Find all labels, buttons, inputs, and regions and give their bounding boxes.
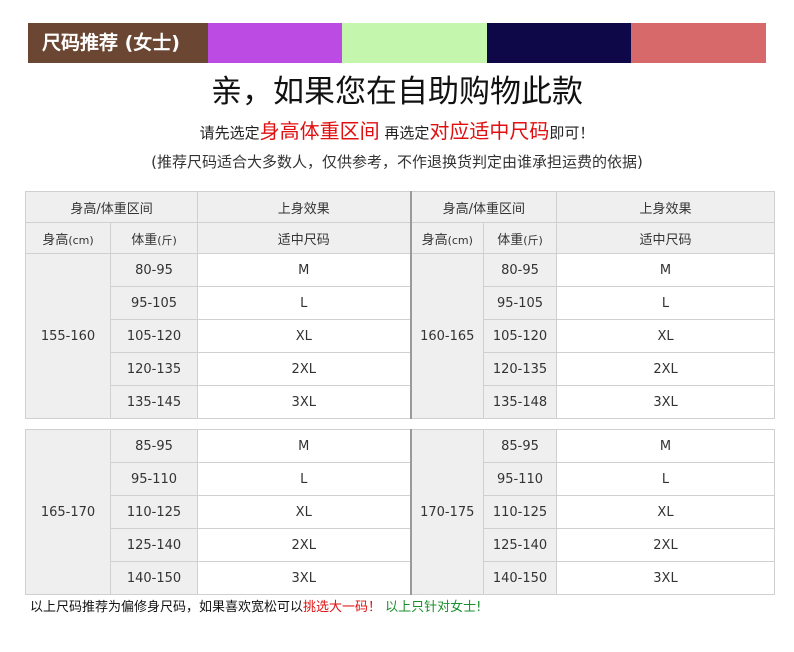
weight-cell: 105-120: [483, 319, 558, 353]
weight-cell: 125-140: [483, 528, 557, 562]
height-header: 身高(cm): [25, 222, 111, 254]
range-header: 身高/体重区间: [409, 191, 558, 223]
color-swatch-purple: [208, 23, 342, 63]
size-cell: 3XL: [556, 385, 776, 419]
height-label: 身高: [42, 232, 69, 248]
size-cell: M: [556, 429, 775, 463]
size-banner: 尺码推荐 (女士): [28, 23, 766, 63]
weight-cell: 120-135: [483, 352, 558, 386]
size-cell: L: [197, 462, 411, 496]
weight-cell: 110-125: [110, 495, 198, 529]
size-cell: 2XL: [197, 528, 411, 562]
weight-cell: 80-95: [109, 253, 199, 287]
weight-cell: 85-95: [483, 429, 557, 463]
size-cell: XL: [197, 319, 412, 353]
effect-header: 上身效果: [197, 191, 412, 223]
weight-label: 体重: [497, 232, 524, 248]
color-swatch-red: [631, 23, 766, 63]
size-cell: L: [556, 286, 776, 320]
weight-cell: 85-95: [110, 429, 198, 463]
instruction-part-1: 请先选定: [199, 124, 260, 142]
weight-cell: 140-150: [110, 561, 198, 595]
instruction-highlight-2: 对应适中尺码: [429, 119, 550, 143]
weight-cell: 80-95: [483, 253, 558, 287]
size-cell: 2XL: [556, 528, 775, 562]
weight-header: 体重(斤): [109, 222, 199, 254]
height-label: 身高: [421, 232, 448, 248]
height-range-cell: 155-160: [25, 253, 111, 419]
size-cell: 2XL: [556, 352, 776, 386]
size-cell: L: [197, 286, 412, 320]
size-cell: M: [556, 253, 776, 287]
table-row: 165-170 85-95 M 170-175 85-95 M: [25, 429, 775, 595]
weight-cell: 95-110: [110, 462, 198, 496]
table-row: 105-120 XL 105-120 XL: [26, 319, 776, 353]
size-cell: XL: [197, 495, 411, 529]
table-row: 120-135 2XL 120-135 2XL: [26, 352, 776, 386]
height-unit: (cm): [68, 233, 94, 247]
size-table-2: 165-170 85-95 M 170-175 85-95 M 95-110 L…: [25, 429, 775, 595]
weight-cell: 95-105: [483, 286, 558, 320]
size-cell: L: [556, 462, 775, 496]
height-header: 身高(cm): [409, 222, 485, 254]
instruction-line: 请先选定身高体重区间 再选定对应适中尺码即可！: [0, 116, 794, 148]
weight-cell: 140-150: [483, 561, 557, 595]
instruction-part-2: 再选定: [379, 124, 430, 142]
height-range-cell: 165-170: [25, 429, 111, 595]
table-row: 155-160 80-95 M 160-165 80-95 M: [25, 253, 776, 419]
range-header: 身高/体重区间: [24, 191, 199, 223]
footer-text: 以上尺码推荐为偏修身尺码，如果喜欢宽松可以: [30, 600, 304, 615]
height-range-cell: 170-175: [409, 429, 484, 595]
size-cell: M: [197, 253, 412, 287]
footer-green-text: 以上只针对女士!: [381, 600, 482, 615]
weight-cell: 125-140: [110, 528, 198, 562]
weight-cell: 135-148: [483, 385, 558, 419]
size-table-1: 身高/体重区间 上身效果 身高/体重区间 上身效果 身高(cm) 体重(斤) 适…: [24, 191, 776, 419]
weight-cell: 135-145: [109, 385, 199, 419]
footer-red-text: 挑选大一码！: [303, 600, 382, 615]
banner-title: 尺码推荐 (女士): [28, 23, 228, 63]
height-range-cell: 160-165: [409, 253, 485, 419]
size-cell: XL: [556, 319, 776, 353]
fit-header: 适中尺码: [556, 222, 776, 254]
disclaimer-note: (推荐尺码适合大多数人，仅供参考，不作退换货判定由谁承担运费的依据): [151, 153, 643, 171]
size-cell: 3XL: [556, 561, 775, 595]
weight-unit: (斤): [157, 233, 177, 247]
table-row: 125-140 2XL 125-140 2XL: [26, 528, 775, 562]
page-headline: 亲，如果您在自助购物此款: [211, 74, 583, 110]
weight-cell: 95-110: [483, 462, 557, 496]
weight-label: 体重: [131, 232, 158, 248]
size-cell: XL: [556, 495, 775, 529]
size-cell: 3XL: [197, 385, 412, 419]
weight-unit: (斤): [523, 233, 543, 247]
weight-header: 体重(斤): [483, 222, 558, 254]
weight-cell: 120-135: [109, 352, 199, 386]
weight-cell: 105-120: [109, 319, 199, 353]
instruction-highlight-1: 身高体重区间: [259, 119, 380, 143]
height-unit: (cm): [447, 233, 473, 247]
weight-cell: 95-105: [109, 286, 199, 320]
effect-header: 上身效果: [556, 191, 776, 223]
table-row: 95-110 L 95-110 L: [26, 462, 775, 496]
table-row: 140-150 3XL 140-150 3XL: [26, 561, 775, 595]
table-row: 110-125 XL 110-125 XL: [26, 495, 775, 529]
fit-header: 适中尺码: [197, 222, 412, 254]
size-cell: 3XL: [197, 561, 411, 595]
instruction-part-3: 即可！: [549, 124, 595, 142]
table-row: 135-145 3XL 135-148 3XL: [26, 385, 776, 419]
size-cell: M: [197, 429, 411, 463]
size-cell: 2XL: [197, 352, 412, 386]
color-swatch-navy: [487, 23, 631, 63]
footer-note: 以上尺码推荐为偏修身尺码，如果喜欢宽松可以挑选大一码！ 以上只针对女士!: [30, 598, 481, 618]
color-swatch-green: [342, 23, 487, 63]
table-row: 95-105 L 95-105 L: [26, 286, 776, 320]
weight-cell: 110-125: [483, 495, 557, 529]
